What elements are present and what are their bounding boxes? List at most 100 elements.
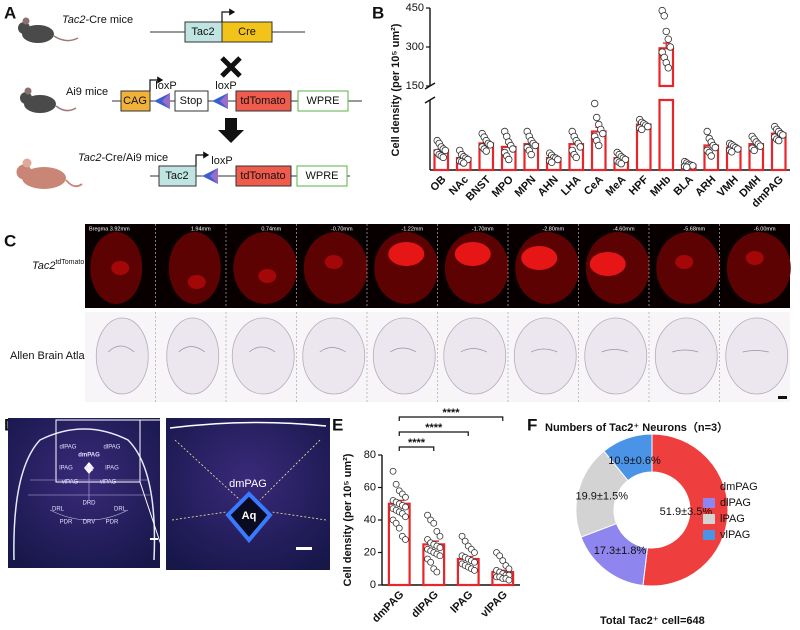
section-label: -1.22mm xyxy=(401,226,423,232)
scale-bar xyxy=(150,538,158,540)
legend-swatch xyxy=(703,482,715,492)
data-point xyxy=(666,43,674,51)
section-label: -4.60mm xyxy=(613,226,635,232)
region-label: PDR xyxy=(106,520,119,526)
data-point xyxy=(389,467,397,475)
outline xyxy=(13,428,156,561)
y-axis-label: Cell density (per 10⁵ um²) xyxy=(390,23,402,156)
data-point xyxy=(392,480,400,488)
region-label: dmPAG xyxy=(78,453,100,459)
data-point xyxy=(711,143,719,152)
data-point xyxy=(458,532,466,540)
signal xyxy=(324,255,343,269)
atlas-section xyxy=(584,317,648,395)
gene-box xyxy=(296,165,348,187)
legend-swatch xyxy=(703,530,715,540)
region-label: lPAG xyxy=(59,466,73,472)
cross-icon xyxy=(220,56,242,78)
x-tick-label: CeA xyxy=(582,174,606,198)
atlas-section xyxy=(231,317,295,395)
section-label: -2.80mm xyxy=(542,226,564,232)
donut-slice xyxy=(603,433,653,482)
significance-label: **** xyxy=(442,407,460,419)
atlas-structure xyxy=(178,346,205,353)
data-point xyxy=(734,145,742,153)
atlas-section xyxy=(166,317,220,395)
signal xyxy=(111,261,130,275)
data-point xyxy=(509,145,517,153)
x-tick-label: LHA xyxy=(559,174,584,199)
x-tick-label: MHb xyxy=(648,173,674,199)
panel-a: Tac2-Cre mice Tac2 Cre Ai9 mice CAG loxP… xyxy=(16,8,362,189)
data-point xyxy=(548,158,556,166)
atlas-section xyxy=(372,317,436,395)
region-label: Aq xyxy=(242,510,257,522)
loxp-triangle xyxy=(220,93,228,109)
x-tick-label: vlPAG xyxy=(479,589,510,620)
gene-name: Tac2 xyxy=(62,14,85,26)
loxp-label: loxP xyxy=(155,80,176,92)
region-label: dlPAG xyxy=(60,445,77,451)
loxp-triangle xyxy=(210,168,218,184)
row-label: Tac2tdTomato xyxy=(32,259,84,272)
legend-label: dmPAG xyxy=(720,481,758,493)
y-tick-label: 0 xyxy=(370,579,376,591)
mouse-label: Ai9 mice xyxy=(66,86,108,98)
x-tick-label: HPF xyxy=(627,173,651,197)
row-label: Allen Brain Atlas xyxy=(10,350,91,362)
atlas-section xyxy=(513,317,577,395)
x-tick-label: lPAG xyxy=(449,589,476,616)
atlas-structure xyxy=(319,347,346,353)
data-point xyxy=(660,12,668,20)
section-label: 0.74mm xyxy=(261,226,281,232)
gene-box xyxy=(235,90,292,112)
data-point xyxy=(436,532,444,540)
data-point xyxy=(505,155,513,164)
data-point xyxy=(664,64,672,72)
data-point xyxy=(402,503,409,511)
region-label: DRV xyxy=(83,520,96,526)
atlas-structure xyxy=(460,348,487,353)
y-axis-label: Cell density (per 10⁵ um²) xyxy=(342,453,354,586)
data-point xyxy=(756,142,764,150)
promoter-arrow xyxy=(149,76,164,91)
data-point xyxy=(593,113,601,122)
slice-label: 17.3±1.8% xyxy=(594,545,647,557)
data-point xyxy=(531,141,539,150)
data-point xyxy=(427,558,435,566)
y-tick-label: 450 xyxy=(406,2,424,14)
signal xyxy=(388,242,425,266)
loxp-triangle xyxy=(162,93,170,109)
chart-title: Numbers of Tac2⁺ Neurons（n=3） xyxy=(545,421,728,434)
region-label: Aq xyxy=(85,466,93,472)
brain-section xyxy=(168,232,221,304)
x-tick-label: ARH xyxy=(693,174,718,199)
outline xyxy=(169,421,327,429)
data-point xyxy=(683,163,691,171)
data-point xyxy=(499,557,507,565)
data-point xyxy=(572,153,580,162)
region-label: vlPAG xyxy=(100,480,117,486)
region-label: DRL xyxy=(52,507,65,513)
promoter-arrow xyxy=(195,151,210,166)
slice-label: 10.9±0.6% xyxy=(608,455,661,467)
data-point xyxy=(703,127,711,136)
mouse-label: Tac2-Cre mice xyxy=(62,14,133,26)
atlas-structure xyxy=(390,347,417,353)
aqueduct xyxy=(225,491,273,544)
superscript: tdTomato xyxy=(55,259,84,266)
region-label: dlPAG xyxy=(104,445,121,451)
gene-box-label: Tac2 xyxy=(165,170,188,182)
data-point xyxy=(595,141,603,150)
mouse-label: Tac2-Cre/Ai9 mice xyxy=(78,152,168,164)
y-tick-label: 80 xyxy=(364,449,376,461)
data-point xyxy=(402,513,409,521)
x-tick-label: BNST xyxy=(464,173,494,203)
data-point xyxy=(505,565,513,573)
section-label: -0.70mm xyxy=(331,226,353,232)
loxp-label: loxP xyxy=(215,80,236,92)
data-point xyxy=(617,159,625,168)
data-point xyxy=(430,519,438,527)
data-point xyxy=(576,143,584,151)
